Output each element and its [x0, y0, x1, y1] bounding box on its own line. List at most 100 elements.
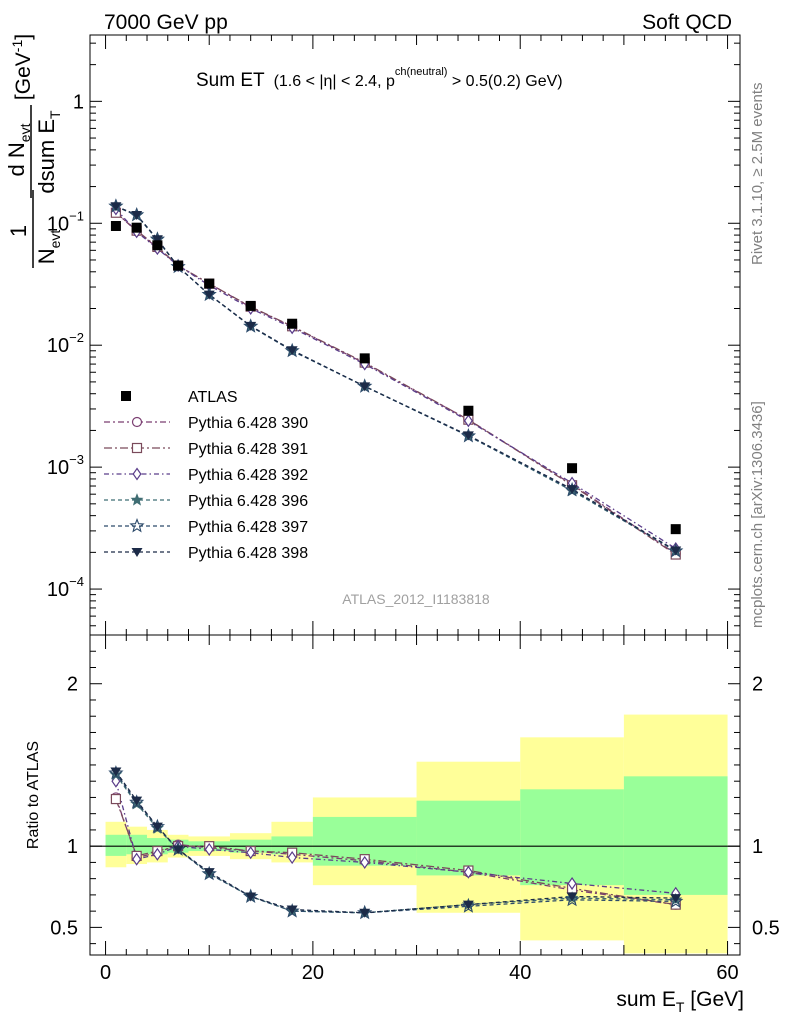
ratio-point-s391: [110, 793, 122, 805]
rivet-label: Rivet 3.1.10, ≥ 2.5M events: [749, 83, 766, 266]
ratio-frame: [89, 634, 741, 956]
x-axis-label: sum ET [GeV]: [616, 988, 744, 1015]
ratio-band-inner: [623, 776, 728, 895]
point-s398: [670, 546, 682, 556]
legend-marker-s391: [131, 442, 143, 454]
mcplots-label: mcplots.cern.ch [arXiv:1306.3436]: [749, 401, 766, 628]
ratio-y-tick-label-right: 1: [752, 836, 763, 858]
ratio-y-tick-label-right: 2: [752, 674, 763, 696]
legend-marker-s397: [129, 517, 145, 533]
legend-label-s396: Pythia 6.428 396: [188, 493, 308, 510]
point-s398: [151, 235, 163, 245]
point-atlas: [670, 524, 681, 535]
point-atlas: [173, 260, 184, 271]
legend-label-s392: Pythia 6.428 392: [188, 467, 308, 484]
ratio-point-s397: [668, 893, 684, 908]
ratio-point-s398: [566, 892, 578, 902]
point-s398: [203, 290, 215, 300]
series-line-s392: [115, 208, 677, 550]
point-atlas: [245, 300, 256, 311]
ratio-point-s392: [463, 865, 473, 879]
svg-text:d Nevt: d Nevt: [4, 123, 33, 176]
ratio-point-s392: [567, 876, 577, 891]
point-s398: [245, 321, 257, 331]
point-atlas: [152, 240, 163, 251]
point-s398: [110, 202, 122, 212]
ratio-point-s398: [203, 868, 215, 878]
point-atlas: [110, 220, 121, 231]
x-tick-label: 40: [509, 962, 531, 984]
main-plot: [108, 198, 684, 560]
axis-ticks: 1 10−1 10−2 10−3 10−4 0 20 40 60 0.5 0.5 1 1 2 2: [47, 35, 780, 984]
ratio-y-tick-label: 1: [67, 836, 78, 858]
ratio-point-s392: [152, 847, 162, 861]
ratio-point-s392: [287, 850, 297, 865]
header-right: Soft QCD: [642, 11, 732, 34]
point-atlas: [204, 278, 215, 289]
ratio-line-s392: [115, 781, 676, 894]
legend-marker-s396: [130, 493, 144, 506]
point-s398: [462, 431, 474, 441]
svg-text:Nevt: Nevt: [34, 230, 63, 265]
ratio-point-s392: [360, 855, 370, 869]
point-s398: [131, 210, 143, 220]
legend-marker-s390: [131, 416, 143, 428]
ratio-point-s398: [245, 892, 257, 902]
x-tick-label: 60: [716, 962, 738, 984]
y-tick-label: 10−2: [47, 330, 84, 357]
y-tick-label: 10−1: [47, 208, 84, 235]
legend-label-s397: Pythia 6.428 397: [188, 519, 308, 536]
x-tick-label: 20: [302, 962, 324, 984]
point-atlas: [131, 222, 142, 233]
header-left: 7000 GeV pp: [104, 11, 228, 34]
legend-label-s398: Pythia 6.428 398: [188, 545, 308, 562]
x-tick-label: 0: [100, 962, 111, 984]
ratio-point-s398: [462, 900, 474, 910]
ratio-point-s398: [131, 796, 143, 806]
legend: ATLAS Pythia 6.428 390 Pythia 6.428 391 Pyt…: [104, 389, 308, 562]
point-atlas: [287, 318, 298, 329]
point-s398: [566, 485, 578, 495]
y-tick-label: 10−3: [47, 452, 84, 479]
ratio-point-s398: [670, 894, 682, 904]
point-atlas: [463, 405, 474, 416]
legend-marker-atlas: [121, 391, 131, 401]
ratio-y-tick-label: 0.5: [50, 917, 78, 939]
ratio-point-s398: [359, 908, 371, 918]
ratio-y-tick-label-right: 0.5: [752, 917, 780, 939]
ratio-line-s398: [115, 771, 676, 914]
plot-title: Sum ET (1.6 < |η| < 2.4, pch(neutral) > …: [196, 66, 563, 91]
y-tick-label: 1: [73, 91, 84, 113]
ratio-point-s398: [110, 767, 122, 777]
legend-marker-s398: [131, 548, 143, 557]
y-tick-label: 10−4: [47, 574, 84, 601]
ratio-band-inner: [126, 834, 148, 855]
svg-text:dsum ET: dsum ET: [34, 110, 63, 194]
point-atlas: [359, 353, 370, 364]
ratio-point-s392: [204, 842, 214, 856]
point-s398: [359, 382, 371, 392]
y-axis-label: 1 Nevt d Nevt dsum ET [GeV-1]: [4, 34, 63, 268]
ratio-point-s398: [172, 845, 184, 855]
ratio-point-s398: [151, 822, 163, 832]
ratio-point-s392: [132, 852, 142, 866]
legend-label-atlas: ATLAS: [188, 389, 238, 406]
ratio-band-inner: [105, 834, 127, 856]
watermark: ATLAS_2012_I1183818: [342, 591, 490, 607]
ratio-band-inner: [520, 789, 624, 886]
ratio-y-tick-label: 2: [67, 674, 78, 696]
ratio-point-s392: [246, 846, 256, 860]
legend-marker-s392: [132, 467, 142, 481]
ratio-point-s397: [564, 891, 580, 907]
point-atlas: [567, 463, 578, 474]
ratio-y-label: Ratio to ATLAS: [25, 741, 42, 849]
ratio-plot: [90, 714, 740, 954]
ratio-point-s398: [286, 905, 298, 915]
svg-text:1: 1: [6, 225, 31, 237]
point-s392: [463, 414, 473, 428]
legend-label-s390: Pythia 6.428 390: [188, 415, 308, 432]
point-s398: [286, 346, 298, 356]
ratio-band-inner: [416, 800, 521, 876]
svg-text:[GeV-1]: [GeV-1]: [9, 34, 35, 100]
